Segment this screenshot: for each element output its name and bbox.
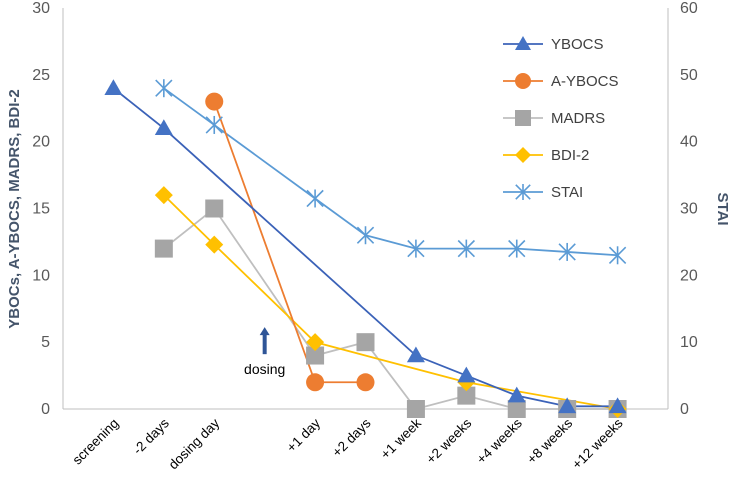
x-tick-label: +2 weeks — [423, 415, 474, 466]
left-tick-label: 0 — [41, 401, 50, 418]
x-tick-label: +12 weeks — [569, 415, 626, 472]
legend-swatch-marker — [515, 147, 531, 163]
stai-marker — [356, 226, 375, 245]
right-tick-label: 60 — [680, 0, 698, 17]
x-tick-label: +4 weeks — [474, 415, 525, 466]
legend-label: YBOCS — [551, 36, 604, 53]
series-lines — [112, 87, 618, 411]
x-tick-label: -2 days — [130, 415, 172, 457]
arrow-shaft — [262, 334, 267, 355]
stai-marker — [558, 242, 576, 261]
ybocs-marker — [406, 346, 425, 363]
legend-label: A-YBOCS — [551, 73, 619, 90]
x-tick-label: dosing day — [166, 415, 223, 472]
a-ybocs-marker — [356, 373, 375, 392]
annotations: dosing — [244, 327, 285, 377]
left-tick-label: 15 — [32, 201, 50, 218]
left-tick-labels: 0 5 10 15 20 25 30 — [32, 0, 50, 418]
right-tick-label: 40 — [680, 134, 698, 151]
stai-marker — [457, 239, 475, 258]
legend-item-bdi-2: BDI-2 — [503, 147, 589, 164]
bdi-2-marker — [306, 333, 325, 352]
madrs-marker — [507, 400, 526, 418]
ybocs-line — [112, 87, 618, 408]
madrs-marker — [457, 386, 476, 405]
legend-label: STAI — [551, 184, 583, 201]
legend-swatch-marker — [515, 73, 531, 89]
y2-axis-title: STAI — [714, 192, 731, 225]
legend-item-a-ybocs: A-YBOCS — [503, 73, 619, 90]
y-axis-title: YBOCs, A-YBOCS, MADRS, BDI-2 — [6, 89, 23, 328]
legend-label: MADRS — [551, 110, 605, 127]
ybocs-marker — [507, 386, 526, 403]
legend-label: BDI-2 — [551, 147, 589, 164]
madrs-marker — [406, 400, 425, 418]
stai-marker — [306, 189, 324, 208]
madrs-marker — [356, 333, 375, 352]
ybocs-marker — [558, 397, 577, 414]
madrs-marker — [306, 346, 325, 365]
bdi-2-marker — [205, 235, 224, 254]
legend-swatch-marker — [515, 184, 531, 200]
madrs-marker — [205, 199, 224, 218]
left-tick-label: 5 — [41, 334, 50, 351]
series-markers — [104, 79, 627, 418]
right-tick-label: 10 — [680, 334, 698, 351]
dosing-label: dosing — [244, 361, 285, 377]
x-tick-label: screening — [70, 416, 122, 468]
ybocs-marker — [457, 366, 476, 383]
madrs-line — [163, 207, 618, 411]
stai-marker — [407, 239, 425, 258]
legend-swatch-marker — [515, 110, 531, 126]
stai-marker — [608, 246, 627, 265]
legend-item-stai: STAI — [503, 184, 583, 201]
x-tick-label: +1 week — [378, 415, 425, 462]
ybocs-marker — [608, 397, 627, 414]
madrs-marker — [154, 239, 173, 258]
right-tick-label: 0 — [680, 401, 689, 418]
left-tick-label: 25 — [32, 67, 50, 84]
bdi-2-marker — [154, 186, 173, 205]
a-ybocs-marker — [205, 92, 224, 111]
arrow-up-icon — [259, 327, 270, 336]
stai-line — [163, 87, 618, 257]
stai-marker — [205, 115, 223, 134]
stai-marker — [508, 239, 526, 258]
stai-marker — [155, 79, 173, 98]
legend-item-madrs: MADRS — [503, 110, 605, 127]
left-tick-label: 20 — [32, 134, 50, 151]
right-tick-labels: 0 10 20 30 40 50 60 — [680, 0, 698, 418]
right-tick-label: 30 — [680, 201, 698, 218]
x-tick-label: +2 days — [329, 415, 373, 459]
x-tick-label: +8 weeks — [524, 415, 575, 466]
right-tick-label: 20 — [680, 267, 698, 284]
dosing-arrow-annotation: dosing — [244, 327, 285, 377]
legend: YBOCS A-YBOCS MADRS BDI-2 STAI — [503, 36, 619, 201]
ybocs-marker — [104, 79, 123, 95]
a-ybocs-marker — [306, 373, 325, 392]
legend-item-ybocs: YBOCS — [503, 36, 604, 53]
left-tick-label: 10 — [32, 267, 50, 284]
right-tick-label: 50 — [680, 67, 698, 84]
left-tick-label: 30 — [32, 0, 50, 17]
x-tick-label: +1 day — [284, 415, 324, 455]
legend-swatch-marker — [515, 36, 531, 50]
ybocs-marker — [154, 119, 173, 136]
